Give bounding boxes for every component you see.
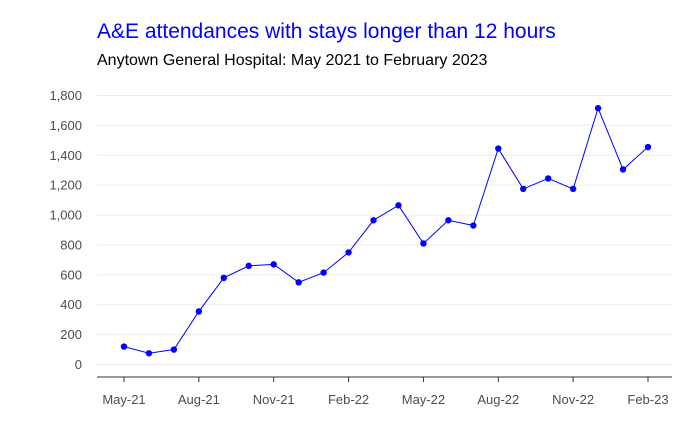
data-point xyxy=(320,269,327,276)
x-tick-label: Nov-22 xyxy=(552,392,594,407)
x-axis-ticks xyxy=(123,377,649,382)
y-tick-label: 400 xyxy=(60,297,82,312)
data-point xyxy=(370,217,377,224)
y-tick-label: 1,200 xyxy=(49,178,82,193)
y-axis-tick-labels: 0 200 400 600 800 1,000 1,200 1,400 1,600 1,800 xyxy=(49,88,82,372)
x-tick-label: Aug-21 xyxy=(178,392,220,407)
data-point xyxy=(569,185,577,193)
data-point xyxy=(220,274,228,282)
data-point xyxy=(420,240,427,247)
chart-subtitle: Anytown General Hospital: May 2021 to Fe… xyxy=(97,52,488,69)
y-tick-label: 0 xyxy=(75,357,82,372)
x-axis-tick-labels: May-21 Aug-21 Nov-21 Feb-22 May-22 Aug-22 Nov-… xyxy=(102,392,668,407)
data-point xyxy=(170,346,178,353)
x-tick-label: Feb-22 xyxy=(328,392,369,407)
x-tick-label: Aug-22 xyxy=(477,392,519,407)
x-tick-label: May-22 xyxy=(402,392,445,407)
data-point xyxy=(195,308,203,315)
y-tick-label: 800 xyxy=(60,237,82,252)
y-tick-label: 1,000 xyxy=(49,208,82,223)
x-tick-label: Feb-23 xyxy=(627,392,668,407)
data-point xyxy=(644,143,652,151)
data-point xyxy=(270,261,277,268)
data-point xyxy=(594,105,602,112)
y-tick-label: 600 xyxy=(60,267,82,282)
data-point xyxy=(520,185,527,193)
x-tick-label: Nov-21 xyxy=(253,392,295,407)
data-point xyxy=(120,343,128,350)
data-point xyxy=(345,249,352,256)
data-point xyxy=(445,217,452,224)
data-point xyxy=(145,350,153,357)
y-tick-label: 1,600 xyxy=(49,118,82,133)
chart-title: A&E attendances with stays longer than 1… xyxy=(97,20,556,43)
gridlines xyxy=(97,95,672,365)
data-point xyxy=(295,279,302,286)
data-point xyxy=(245,262,252,270)
data-point xyxy=(395,202,402,209)
y-tick-label: 1,800 xyxy=(49,88,82,103)
data-point xyxy=(544,175,552,182)
data-point xyxy=(495,145,502,152)
data-point xyxy=(619,166,627,173)
series-line xyxy=(123,106,649,354)
y-tick-label: 1,400 xyxy=(49,148,82,163)
x-tick-label: May-21 xyxy=(102,392,145,407)
data-points xyxy=(120,105,652,357)
data-point xyxy=(470,222,477,229)
y-tick-label: 200 xyxy=(60,327,82,342)
